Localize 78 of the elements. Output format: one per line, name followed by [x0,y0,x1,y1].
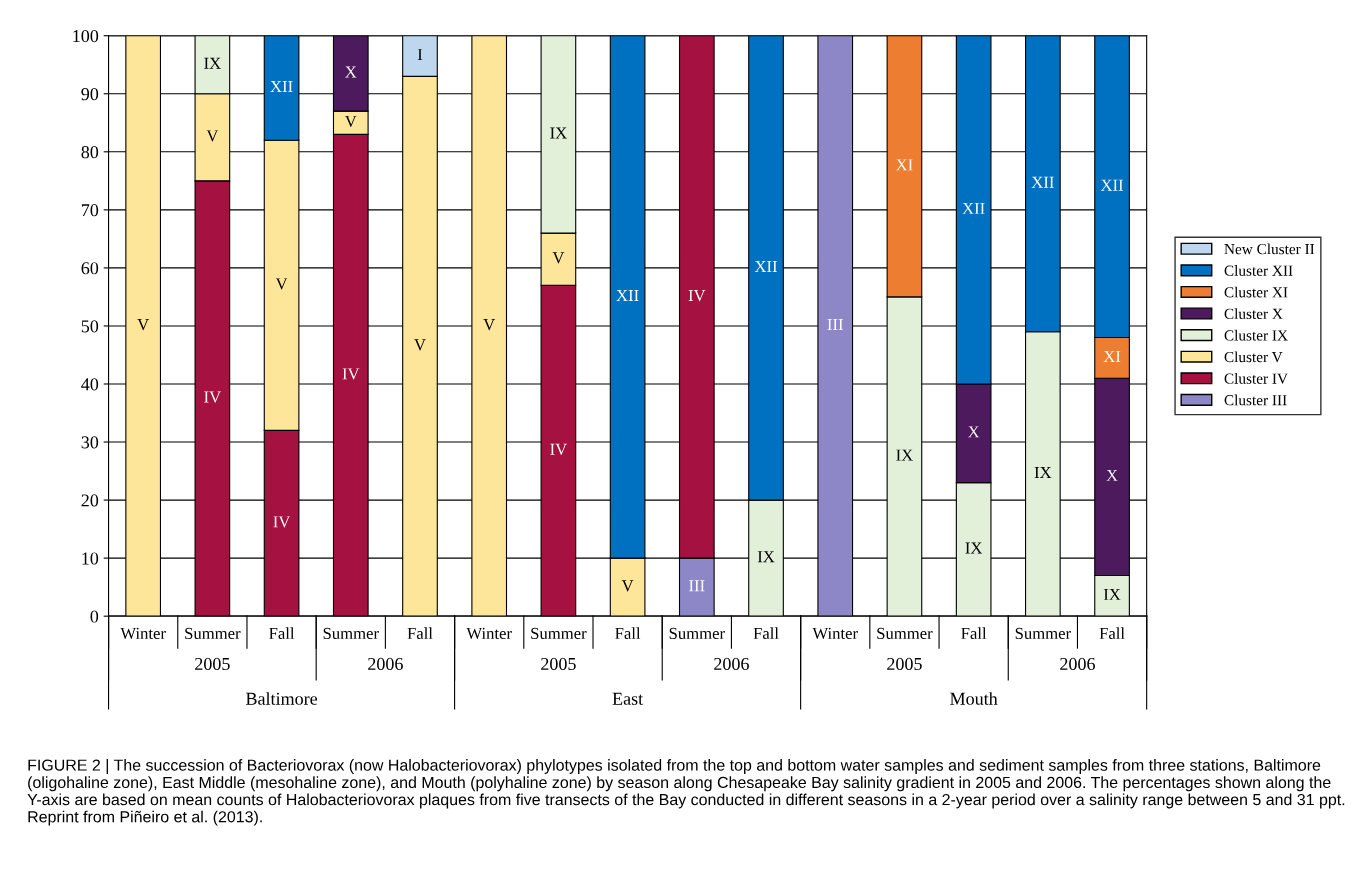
legend-label: Cluster X [1224,308,1283,320]
legend-label: Cluster XII [1224,265,1293,276]
legend-label: Cluster V [1224,351,1283,363]
x-tick-label: Summer [531,627,587,640]
data-label: IX [1034,467,1052,478]
data-label: V [344,115,357,128]
x-tick-label: Summer [877,627,933,640]
data-label: X [345,66,357,78]
data-label: V [414,339,426,351]
x-tick-label: Summer [1015,627,1071,640]
text: 2006 [368,657,403,671]
y-tick-label: 100 [73,29,99,43]
y-tick-label: 0 [90,610,99,623]
text: 2006 [1060,657,1095,671]
x-tick-label: Winter [120,627,166,640]
data-label: XII [616,290,639,301]
x-tick-label: Winter [466,627,512,640]
text: 2005 [195,657,230,671]
data-label: III [689,580,705,592]
text: East [612,692,644,705]
x-tick-label: Summer [669,627,725,640]
legend-label: Cluster III [1224,394,1287,406]
x-tick-label: Fall [961,627,987,640]
data-label: IV [688,290,706,302]
y-tick-label: 60 [81,262,99,275]
data-label: IV [550,443,568,455]
legend-label: Cluster IV [1224,373,1288,384]
y-tick-label: 90 [81,88,99,101]
y-tick-label: 80 [81,146,99,159]
data-label: IX [550,127,567,139]
y-tick-label: 70 [81,204,99,217]
legend-label: New Cluster II [1224,243,1315,255]
x-tick-label: Fall [753,627,779,640]
x-tick-label: Fall [1099,627,1125,640]
data-label: IX [965,542,983,554]
caption: FIGURE 2 | The succession of Bacteriovorax (now Halobacteriovorax) phylotypes isolated from the top and bottom water samples and sediment samples from three stations, Baltimore (oligohaline zone), East Middle (mesohaline zone), and Mouth (polyhaline zone) by season along Chesapeake Bay salinity gradient in 2005 and 2006. The percentages shown along the Y-axis are based on mean counts of Halobacteriovorax plaques from five transects of the Bay conducted in different seasons in a 2-year period over a salinity range between 5 and 31 ppt. Reprint from Piñeiro et al. (2013). [27,759,1345,826]
data-label: V [137,319,149,331]
data-label: XI [1103,350,1121,362]
data-label: IX [896,449,913,461]
data-label: III [827,319,843,330]
data-label: XII [1031,176,1054,188]
data-label: IV [342,368,360,380]
legend-label: Cluster XI [1224,286,1288,298]
y-tick-label: 30 [81,436,99,449]
y-tick-label: 40 [81,378,99,391]
text: 2005 [887,657,922,671]
legend-label: Cluster IX [1224,329,1288,341]
data-label: IX [204,57,221,69]
x-tick-label: Summer [323,627,379,640]
data-label: XII [270,81,293,92]
data-label: X [1106,469,1118,481]
data-label: IV [273,516,291,528]
text: Mouth [950,692,998,705]
data-label: XII [1100,179,1124,191]
data-label: V [206,130,219,142]
text: Baltimore [245,692,318,705]
x-tick-label: Winter [812,627,858,640]
data-label: XII [754,260,778,272]
data-label: IX [1103,588,1121,600]
data-label: X [968,426,980,438]
x-tick-label: Fall [269,627,295,640]
y-tick-label: 20 [81,494,99,507]
data-label: XII [962,202,985,214]
x-tick-label: Fall [615,627,641,640]
text: 2006 [714,657,749,671]
x-tick-label: Fall [407,627,433,640]
x-tick-label: Summer [185,627,241,640]
data-label: V [275,278,288,290]
data-label: IV [204,391,221,403]
text: 2005 [541,657,576,671]
data-label: V [621,580,634,592]
data-label: I [417,49,423,61]
data-label: V [483,319,496,331]
y-tick-label: 10 [82,552,99,565]
data-label: V [552,252,565,264]
y-tick-label: 50 [81,320,99,333]
data-label: XI [896,159,913,171]
data-label: IX [757,551,775,563]
